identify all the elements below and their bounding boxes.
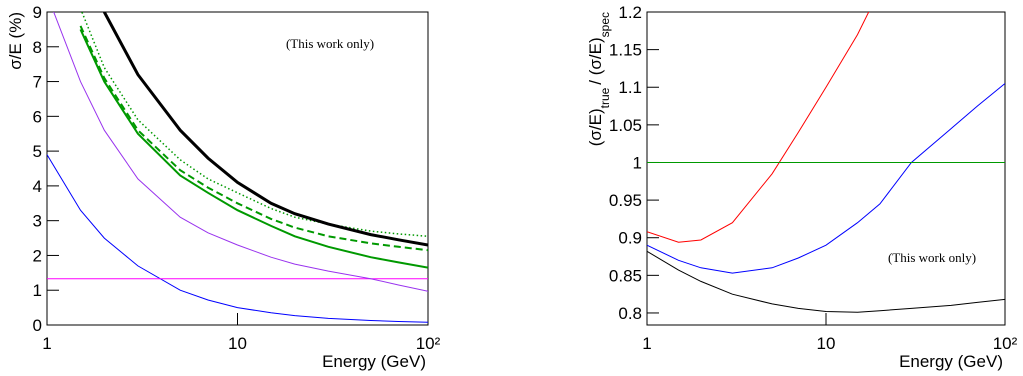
y-axis-label: (σ/E)true / (σ/E)spec <box>586 12 612 146</box>
x-tick-label: 1 <box>642 334 651 353</box>
y-axis-label-subscript: true <box>598 87 612 108</box>
y-tick-label: 2 <box>33 246 42 265</box>
y-tick-label: 1.05 <box>609 116 642 135</box>
y-tick-label: 0.9 <box>618 229 642 248</box>
annotation: (This work only) <box>286 36 374 51</box>
plot-frame <box>646 11 1006 326</box>
series-line <box>647 12 870 243</box>
y-tick-label: 5 <box>33 142 42 161</box>
y-tick-label: 0.95 <box>609 191 642 210</box>
panel: 0.8 0.85 0.9 0.95 1 1.05 1.1 1.15 1.2 1 10 10²Energ… <box>586 3 1018 371</box>
y-axis-label-part: (σ/E) <box>586 108 605 146</box>
y-tick-label: 4 <box>33 177 42 196</box>
x-axis-label: Energy (GeV) <box>322 352 426 371</box>
y-tick-label: 6 <box>33 107 42 126</box>
y-tick-label: 7 <box>33 73 42 92</box>
y-tick-label: 3 <box>33 212 42 231</box>
y-tick-label: 1.2 <box>618 3 642 22</box>
y-axis-label-subscript: spec <box>598 12 612 37</box>
x-tick-label: 1 <box>42 334 51 353</box>
annotation: (This work only) <box>888 250 976 265</box>
x-tick-label: 10 <box>817 334 836 353</box>
series-line <box>102 12 428 247</box>
y-tick-label: 0.85 <box>609 266 642 285</box>
series-line <box>79 25 428 252</box>
y-tick-label: 9 <box>33 3 42 22</box>
x-tick-label: 10² <box>416 334 441 353</box>
x-tick-label: 10² <box>993 334 1018 353</box>
y-tick-label: 0.8 <box>618 304 642 323</box>
y-tick-label: 1.1 <box>618 78 642 97</box>
series-line <box>647 83 1005 274</box>
y-tick-label: 0 <box>33 316 42 335</box>
series-line <box>53 12 428 292</box>
y-axis-label-part: / (σ/E) <box>586 37 605 84</box>
series-line <box>647 250 1005 313</box>
series-line <box>81 12 428 238</box>
series-line <box>47 154 428 323</box>
y-axis-label: σ/E (%) <box>6 12 25 70</box>
y-tick-label: 1 <box>633 153 642 172</box>
series-line <box>79 28 428 269</box>
y-tick-label: 1.15 <box>609 41 642 60</box>
y-tick-label: 1 <box>33 281 42 300</box>
plot-frame <box>46 11 429 326</box>
x-axis-label: Energy (GeV) <box>899 352 1003 371</box>
x-tick-label: 10 <box>228 334 247 353</box>
y-tick-label: 8 <box>33 38 42 57</box>
